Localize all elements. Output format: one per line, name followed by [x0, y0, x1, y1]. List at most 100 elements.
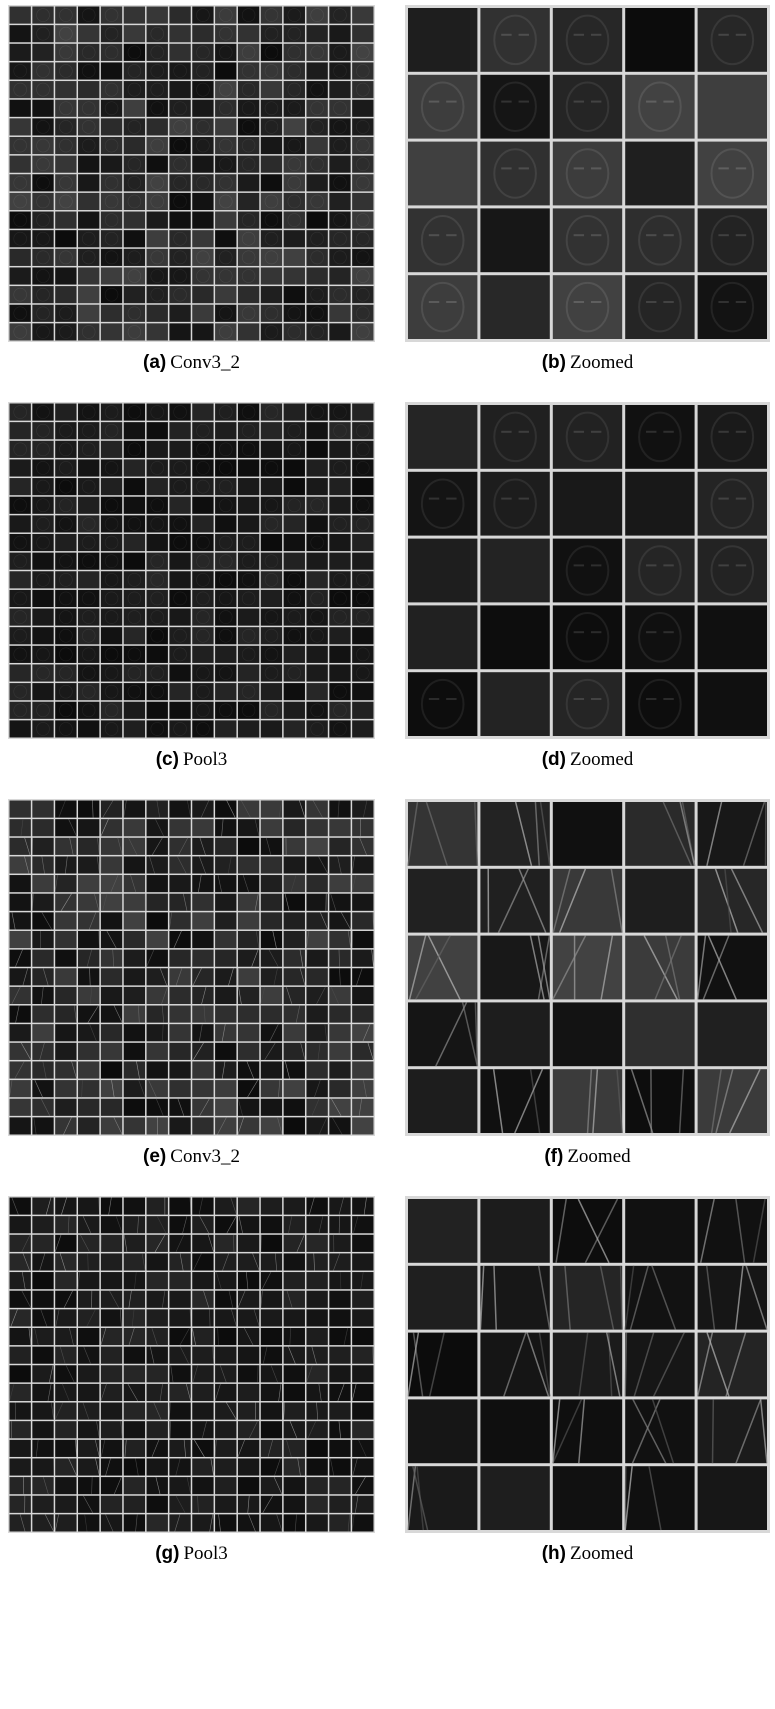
feature-map	[284, 912, 305, 929]
feature-map	[78, 894, 99, 911]
feature-map	[10, 497, 31, 514]
feature-map	[55, 1099, 76, 1116]
feature-map	[553, 936, 622, 1000]
feature-map	[329, 7, 350, 24]
zoomed-feature-maps	[405, 799, 770, 1136]
feature-map	[55, 931, 76, 948]
feature-map	[306, 62, 327, 79]
feature-map	[352, 987, 373, 1004]
feature-map	[306, 571, 327, 588]
feature-map	[306, 137, 327, 154]
feature-map	[55, 7, 76, 24]
feature-map	[147, 664, 168, 681]
feature-map	[32, 1496, 53, 1513]
feature-map	[329, 100, 350, 117]
feature-map	[408, 208, 477, 272]
feature-map	[215, 1477, 236, 1494]
feature-map	[192, 664, 213, 681]
feature-map	[480, 472, 549, 536]
feature-map	[284, 683, 305, 700]
feature-map	[238, 950, 259, 967]
feature-map	[55, 1043, 76, 1060]
feature-map	[284, 590, 305, 607]
feature-map	[238, 1006, 259, 1023]
feature-map	[306, 609, 327, 626]
feature-map	[169, 1514, 190, 1531]
feature-map	[101, 838, 122, 855]
feature-map	[284, 193, 305, 210]
feature-map	[78, 664, 99, 681]
feature-map	[124, 1216, 145, 1233]
feature-map	[169, 1043, 190, 1060]
feature-map	[284, 702, 305, 719]
feature-map	[147, 230, 168, 247]
feature-map	[306, 1384, 327, 1401]
feature-map	[10, 1117, 31, 1134]
feature-map	[147, 174, 168, 191]
feature-map	[192, 193, 213, 210]
panel-label: (g)	[155, 1543, 179, 1564]
feature-map	[238, 838, 259, 855]
feature-map	[55, 422, 76, 439]
feature-map	[480, 1399, 549, 1463]
feature-map	[480, 1069, 549, 1133]
feature-map	[329, 819, 350, 836]
feature-map	[147, 25, 168, 42]
feature-map	[32, 819, 53, 836]
feature-map	[10, 174, 31, 191]
feature-map	[192, 1477, 213, 1494]
feature-map	[261, 478, 282, 495]
feature-map	[261, 1272, 282, 1289]
feature-map	[352, 534, 373, 551]
feature-map	[32, 931, 53, 948]
feature-map	[169, 422, 190, 439]
feature-map	[169, 1198, 190, 1215]
feature-map	[10, 1216, 31, 1233]
feature-map	[284, 478, 305, 495]
feature-map	[32, 1235, 53, 1252]
feature-map	[169, 1384, 190, 1401]
feature-map	[215, 1024, 236, 1041]
feature-map	[101, 720, 122, 737]
feature-map	[261, 118, 282, 135]
feature-map	[124, 305, 145, 322]
feature-map	[147, 720, 168, 737]
feature-map	[408, 1266, 477, 1330]
feature-map	[10, 1309, 31, 1326]
feature-map	[284, 323, 305, 340]
feature-map	[192, 702, 213, 719]
feature-map	[78, 968, 99, 985]
feature-map	[101, 25, 122, 42]
feature-map	[10, 702, 31, 719]
feature-map	[32, 1272, 53, 1289]
feature-map	[10, 553, 31, 570]
feature-map	[55, 118, 76, 135]
feature-map	[284, 422, 305, 439]
feature-map	[78, 819, 99, 836]
feature-map	[215, 838, 236, 855]
feature-map	[306, 702, 327, 719]
feature-map	[78, 838, 99, 855]
feature-map	[55, 702, 76, 719]
feature-map	[78, 1421, 99, 1438]
feature-map	[284, 1421, 305, 1438]
feature-map	[32, 305, 53, 322]
feature-map	[124, 664, 145, 681]
feature-map	[284, 286, 305, 303]
feature-map	[101, 230, 122, 247]
feature-map	[238, 683, 259, 700]
feature-map	[261, 702, 282, 719]
feature-map	[352, 230, 373, 247]
feature-map	[238, 25, 259, 42]
feature-map	[147, 590, 168, 607]
feature-map	[10, 1272, 31, 1289]
feature-map	[192, 404, 213, 421]
feature-map	[306, 1440, 327, 1457]
feature-map	[329, 156, 350, 173]
feature-map	[215, 720, 236, 737]
feature-map	[329, 459, 350, 476]
feature-map	[306, 1117, 327, 1134]
feature-map	[147, 286, 168, 303]
feature-map	[169, 987, 190, 1004]
feature-map	[10, 838, 31, 855]
